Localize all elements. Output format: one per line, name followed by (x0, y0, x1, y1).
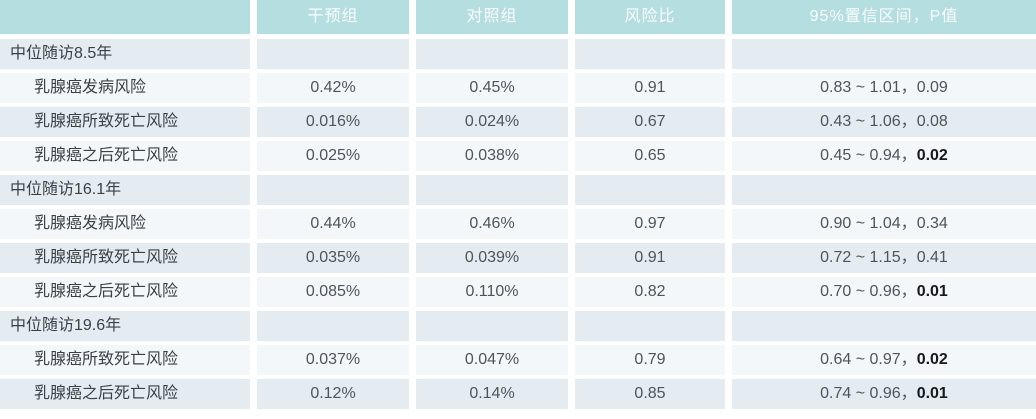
ci-p-separator: ， (900, 215, 917, 232)
ci-p-cell: 0.72 ~ 1.15，0.41 (732, 243, 1036, 273)
intervention-value: 0.42% (257, 73, 409, 103)
section-title: 中位随访19.6年 (0, 311, 250, 341)
intervention-cell (257, 311, 409, 341)
p-value: 0.08 (916, 113, 948, 130)
control-cell (416, 175, 568, 205)
hazard-ratio-value: 0.65 (575, 141, 725, 171)
p-value: 0.01 (916, 283, 948, 300)
table-row: 乳腺癌发病风险 0.42% 0.45% 0.91 0.83 ~ 1.01，0.09 (0, 73, 1036, 103)
control-value: 0.038% (416, 141, 568, 171)
hazard-ratio-cell (575, 311, 725, 341)
row-label: 乳腺癌所致死亡风险 (0, 107, 250, 137)
control-value: 0.45% (416, 73, 568, 103)
hazard-ratio-value: 0.91 (575, 243, 725, 273)
ci-p-cell: 0.43 ~ 1.06，0.08 (732, 107, 1036, 137)
ci-range: 0.45 ~ 0.94 (820, 147, 901, 164)
hazard-ratio-value: 0.97 (575, 209, 725, 239)
ci-p-separator: ， (900, 283, 917, 300)
intervention-value: 0.12% (257, 379, 409, 409)
p-value: 0.02 (916, 147, 948, 164)
hazard-ratio-value: 0.82 (575, 277, 725, 307)
control-value: 0.024% (416, 107, 568, 137)
intervention-value: 0.44% (257, 209, 409, 239)
p-value: 0.01 (916, 385, 948, 402)
section-title: 中位随访8.5年 (0, 39, 250, 69)
section-row: 中位随访16.1年 (0, 175, 1036, 205)
header-cell-hazard-ratio: 风险比 (575, 0, 725, 34)
table-row: 乳腺癌所致死亡风险 0.016% 0.024% 0.67 0.43 ~ 1.06，0.0… (0, 107, 1036, 137)
ci-p-separator: ， (900, 113, 917, 130)
header-cell-empty (0, 0, 250, 34)
ci-p-cell: 0.74 ~ 0.96，0.01 (732, 379, 1036, 409)
hazard-ratio-value: 0.79 (575, 345, 725, 375)
row-label: 乳腺癌之后死亡风险 (0, 379, 250, 409)
row-label: 乳腺癌之后死亡风险 (0, 277, 250, 307)
table-row: 乳腺癌所致死亡风险 0.037% 0.047% 0.79 0.64 ~ 0.97，0.0… (0, 345, 1036, 375)
intervention-value: 0.085% (257, 277, 409, 307)
table-row: 乳腺癌之后死亡风险 0.085% 0.110% 0.82 0.70 ~ 0.96，0.0… (0, 277, 1036, 307)
intervention-cell (257, 175, 409, 205)
header-cell-ci-p: 95%置信区间，P值 (732, 0, 1036, 34)
control-value: 0.047% (416, 345, 568, 375)
hazard-ratio-cell (575, 39, 725, 69)
ci-range: 0.83 ~ 1.01 (820, 79, 901, 96)
table-row: 乳腺癌之后死亡风险 0.025% 0.038% 0.65 0.45 ~ 0.94，0.0… (0, 141, 1036, 171)
ci-range: 0.74 ~ 0.96 (820, 385, 901, 402)
ci-range: 0.43 ~ 1.06 (820, 113, 901, 130)
ci-p-separator: ， (900, 249, 917, 266)
control-value: 0.110% (416, 277, 568, 307)
intervention-value: 0.037% (257, 345, 409, 375)
row-label: 乳腺癌所致死亡风险 (0, 243, 250, 273)
control-value: 0.039% (416, 243, 568, 273)
ci-p-cell (732, 311, 1036, 341)
ci-range: 0.70 ~ 0.96 (820, 283, 901, 300)
ci-p-cell: 0.90 ~ 1.04，0.34 (732, 209, 1036, 239)
control-cell (416, 311, 568, 341)
header-cell-control: 对照组 (416, 0, 568, 34)
ci-p-cell (732, 175, 1036, 205)
header-cell-intervention: 干预组 (257, 0, 409, 34)
ci-p-cell: 0.45 ~ 0.94，0.02 (732, 141, 1036, 171)
table-row: 乳腺癌之后死亡风险 0.12% 0.14% 0.85 0.74 ~ 0.96，0.01 (0, 379, 1036, 409)
ci-p-separator: ， (900, 385, 917, 402)
section-title: 中位随访16.1年 (0, 175, 250, 205)
table-body: 中位随访8.5年 乳腺癌发病风险 0.42% 0.45% 0.91 0.83 ~ 1.01… (0, 39, 1036, 409)
table-row: 乳腺癌所致死亡风险 0.035% 0.039% 0.91 0.72 ~ 1.15，0.4… (0, 243, 1036, 273)
section-row: 中位随访19.6年 (0, 311, 1036, 341)
control-value: 0.46% (416, 209, 568, 239)
hazard-ratio-value: 0.67 (575, 107, 725, 137)
table-header-row: 干预组 对照组 风险比 95%置信区间，P值 (0, 0, 1036, 34)
hazard-ratio-value: 0.85 (575, 379, 725, 409)
ci-range: 0.90 ~ 1.04 (820, 215, 901, 232)
p-value: 0.41 (916, 249, 948, 266)
p-value: 0.34 (916, 215, 948, 232)
hazard-ratio-value: 0.91 (575, 73, 725, 103)
ci-p-separator: ， (900, 351, 917, 368)
ci-p-cell: 0.83 ~ 1.01，0.09 (732, 73, 1036, 103)
row-label: 乳腺癌所致死亡风险 (0, 345, 250, 375)
row-label: 乳腺癌之后死亡风险 (0, 141, 250, 171)
intervention-value: 0.025% (257, 141, 409, 171)
ci-p-separator: ， (900, 147, 917, 164)
control-cell (416, 39, 568, 69)
ci-range: 0.72 ~ 1.15 (820, 249, 901, 266)
intervention-cell (257, 39, 409, 69)
intervention-value: 0.035% (257, 243, 409, 273)
row-label: 乳腺癌发病风险 (0, 73, 250, 103)
p-value: 0.09 (916, 79, 948, 96)
section-row: 中位随访8.5年 (0, 39, 1036, 69)
ci-p-separator: ， (900, 79, 917, 96)
ci-p-cell: 0.64 ~ 0.97，0.02 (732, 345, 1036, 375)
control-value: 0.14% (416, 379, 568, 409)
ci-p-cell (732, 39, 1036, 69)
table-row: 乳腺癌发病风险 0.44% 0.46% 0.97 0.90 ~ 1.04，0.34 (0, 209, 1036, 239)
risk-table: 干预组 对照组 风险比 95%置信区间，P值 中位随访8.5年 乳腺癌发病风险 0.… (0, 0, 1036, 409)
hazard-ratio-cell (575, 175, 725, 205)
ci-range: 0.64 ~ 0.97 (820, 351, 901, 368)
p-value: 0.02 (916, 351, 948, 368)
row-label: 乳腺癌发病风险 (0, 209, 250, 239)
intervention-value: 0.016% (257, 107, 409, 137)
ci-p-cell: 0.70 ~ 0.96，0.01 (732, 277, 1036, 307)
